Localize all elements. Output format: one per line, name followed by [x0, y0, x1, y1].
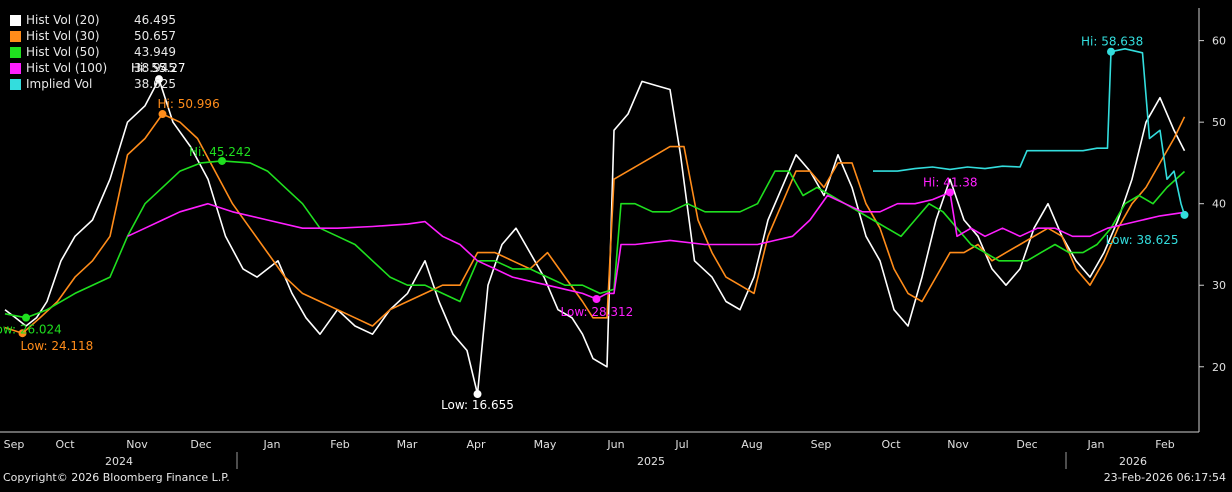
- annotation-marker: [946, 188, 954, 197]
- timestamp-text: 23-Feb-2026 06:17:54: [1103, 471, 1226, 484]
- annotation-label: Hi: 50.996: [158, 97, 220, 111]
- annotation-marker: [218, 156, 226, 165]
- x-tick-label: Jan: [263, 438, 281, 451]
- y-tick-label: 40: [1212, 198, 1226, 211]
- annotation-marker: [18, 329, 27, 338]
- annotation-marker: [1107, 47, 1115, 56]
- annotation-marker: [1180, 210, 1189, 219]
- annotation-marker: [592, 294, 601, 303]
- legend-swatch: [10, 46, 21, 58]
- annotation-marker: [155, 75, 163, 84]
- legend-series-value: 38.945: [134, 61, 176, 75]
- legend-series-name: Hist Vol (50): [26, 45, 100, 59]
- annotation-label: Low: 26.024: [0, 323, 62, 337]
- x-tick-label: Dec: [1016, 438, 1037, 451]
- annotation-label: Hi: 58.638: [1081, 35, 1143, 49]
- x-tick-label: Feb: [1155, 438, 1174, 451]
- legend-series-value: 38.625: [134, 77, 176, 91]
- copyright-text: Copyright© 2026 Bloomberg Finance L.P.: [3, 471, 230, 484]
- legend-series-name: Hist Vol (100): [26, 61, 108, 75]
- annotation-marker: [158, 110, 167, 119]
- annotation-marker: [22, 313, 30, 322]
- legend-item: Hist Vol (30) 50.657: [10, 28, 176, 44]
- y-tick-label: 60: [1212, 35, 1226, 48]
- series-line-1: [4, 113, 1186, 334]
- legend-series-name: Implied Vol: [26, 77, 93, 91]
- year-label: 2026: [1119, 455, 1147, 468]
- legend-series-value: 46.495: [134, 13, 176, 27]
- annotation-label: Hi: 55.27: [131, 61, 186, 75]
- x-tick-label: May: [534, 438, 557, 451]
- series-line-2: [4, 160, 1186, 319]
- legend-series-name: Hist Vol (30): [26, 29, 100, 43]
- x-tick-label: Feb: [330, 438, 349, 451]
- annotation-label: Low: 24.118: [21, 339, 94, 353]
- legend-item: Implied Vol 38.625: [10, 76, 176, 92]
- series-line-3: [127, 191, 1185, 300]
- y-tick-label: 30: [1212, 279, 1226, 292]
- legend-swatch: [10, 78, 21, 90]
- annotation-label: Hi: 41.38: [923, 175, 978, 189]
- x-tick-label: Jan: [1087, 438, 1105, 451]
- x-tick-label: Oct: [55, 438, 75, 451]
- x-tick-label: Dec: [190, 438, 211, 451]
- legend-series-name: Hist Vol (20): [26, 13, 100, 27]
- y-tick-label: 20: [1212, 361, 1226, 374]
- x-tick-label: Jul: [674, 438, 688, 451]
- annotation-label: Low: 38.625: [1106, 233, 1179, 247]
- y-tick-label: 50: [1212, 116, 1226, 129]
- x-tick-label: Sep: [811, 438, 832, 451]
- x-tick-label: Jun: [606, 438, 624, 451]
- legend-swatch: [10, 14, 21, 26]
- legend-swatch: [10, 62, 21, 74]
- x-tick-label: Nov: [947, 438, 969, 451]
- annotation-marker: [473, 390, 482, 399]
- x-tick-label: Oct: [881, 438, 901, 451]
- year-label: 2024: [105, 455, 133, 468]
- legend-swatch: [10, 30, 21, 42]
- legend-series-value: 50.657: [134, 29, 176, 43]
- legend-series-value: 43.949: [134, 45, 176, 59]
- year-label: 2025: [637, 455, 665, 468]
- legend-item: Hist Vol (100) 38.945: [10, 60, 176, 76]
- x-tick-label: Aug: [741, 438, 762, 451]
- annotation-label: Low: 28.312: [561, 305, 634, 319]
- annotation-label: Hi: 45.242: [189, 145, 251, 159]
- x-tick-label: Nov: [126, 438, 148, 451]
- chart-legend: Hist Vol (20) 46.495 Hist Vol (30) 50.657 Hi…: [10, 12, 176, 92]
- series-line-0: [4, 78, 1186, 395]
- x-tick-label: Sep: [4, 438, 25, 451]
- annotation-label: Low: 16.655: [441, 398, 514, 412]
- series-line-4: [873, 48, 1186, 216]
- legend-item: Hist Vol (20) 46.495: [10, 12, 176, 28]
- x-tick-label: Mar: [397, 438, 418, 451]
- x-tick-label: Apr: [466, 438, 486, 451]
- legend-item: Hist Vol (50) 43.949: [10, 44, 176, 60]
